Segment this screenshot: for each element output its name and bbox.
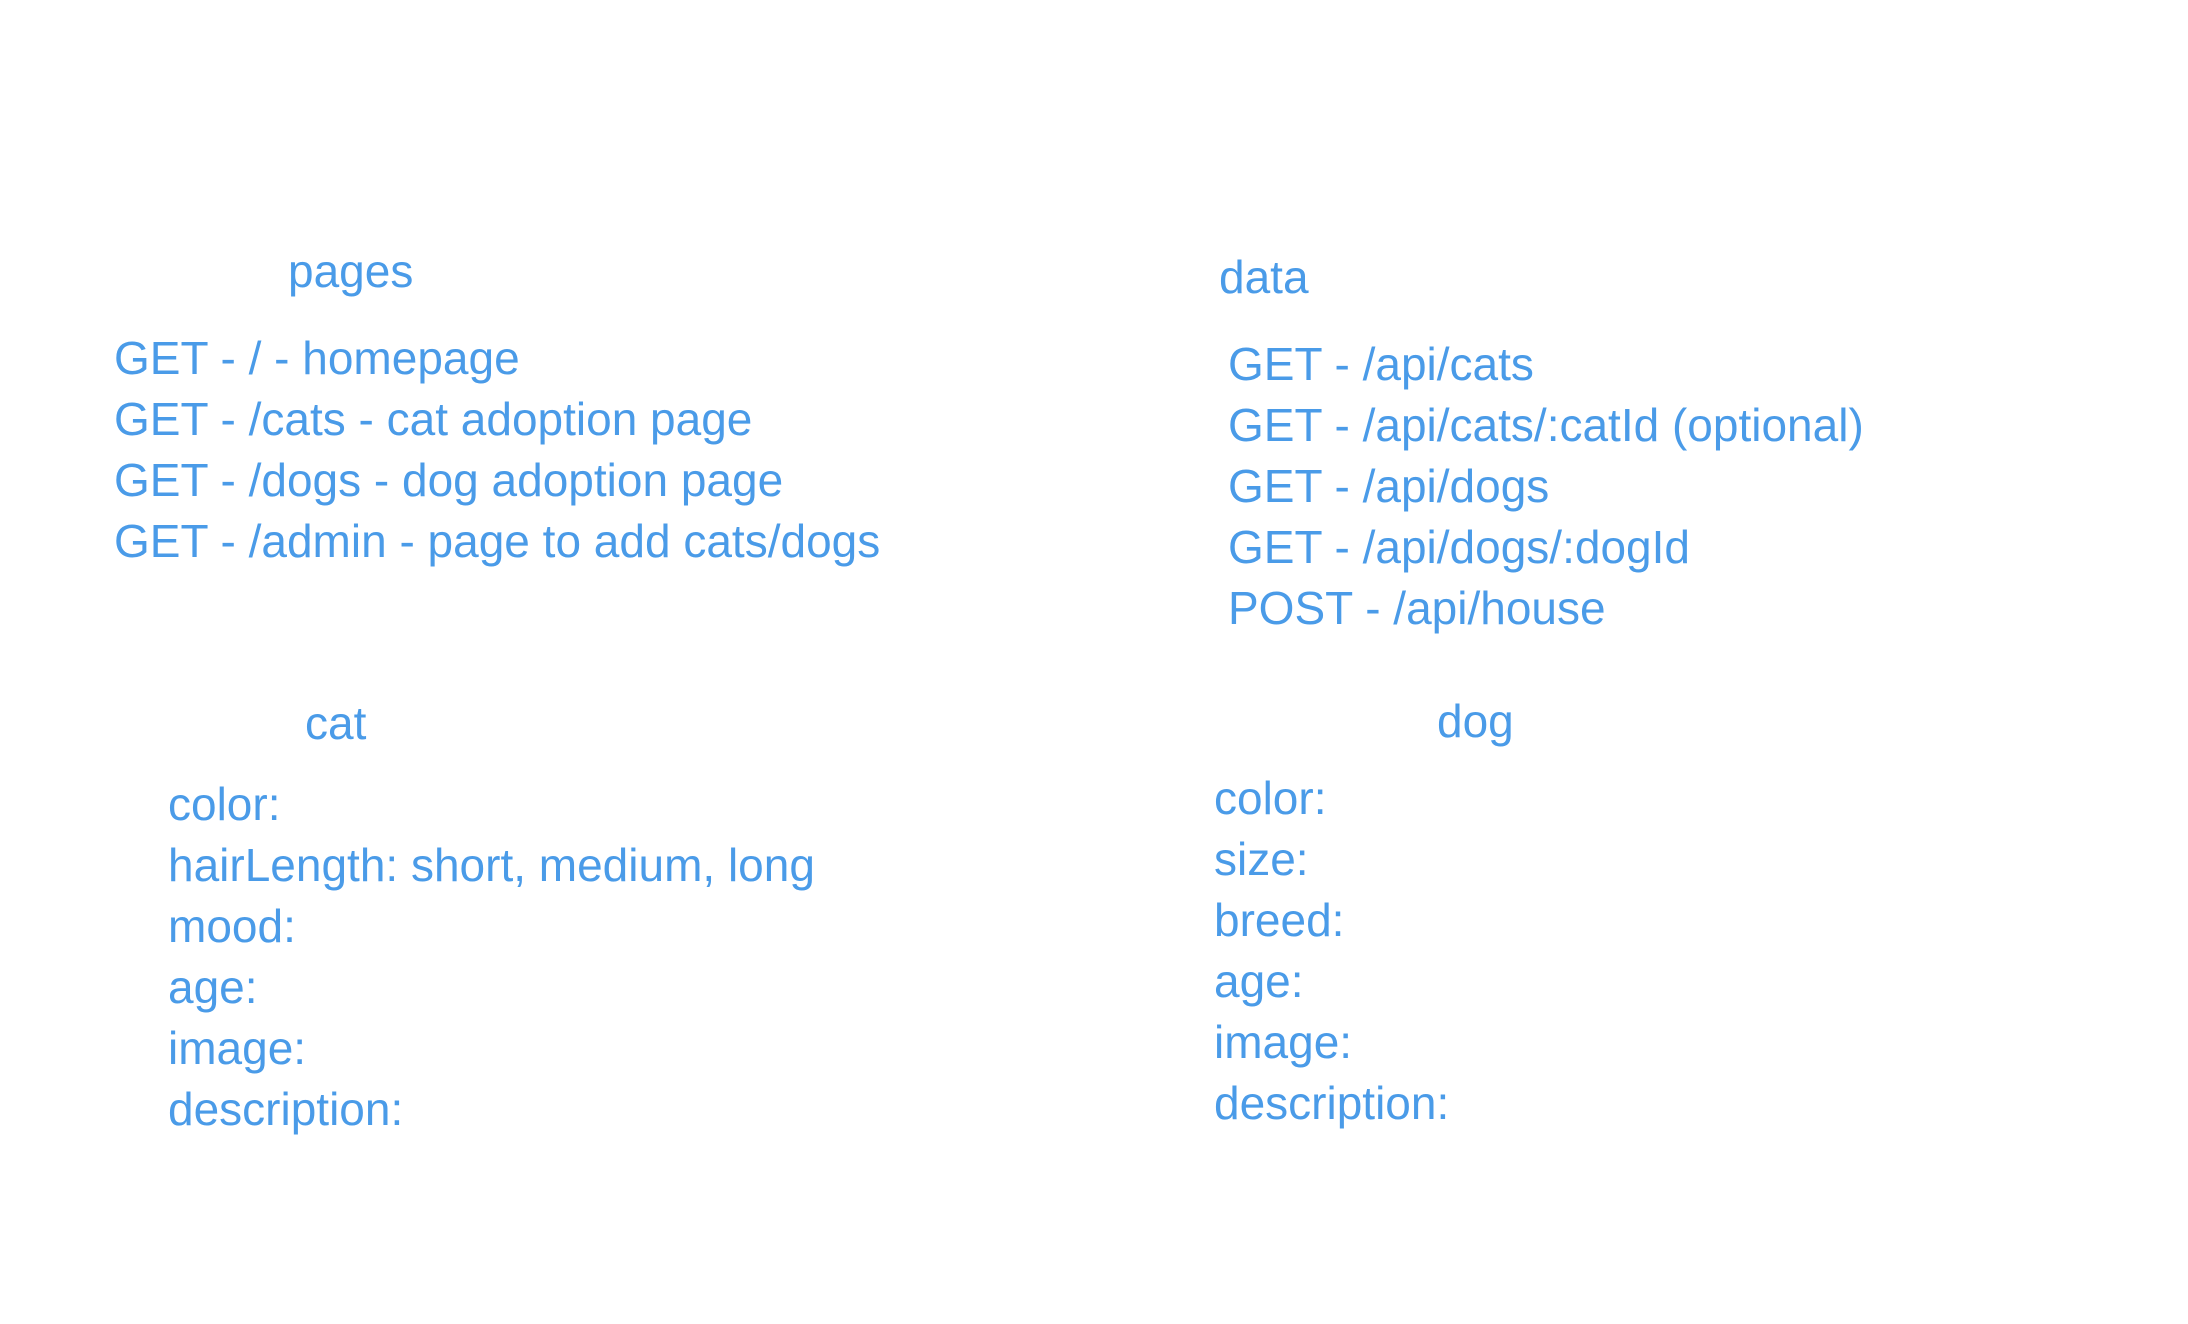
api-item-cats: GET - /api/cats [1228, 338, 1534, 390]
cat-heading: cat [305, 697, 367, 749]
api-item-dog-by-id: GET - /api/dogs/:dogId [1228, 521, 1690, 573]
pages-route-list: GET - / - homepage GET - /cats - cat ado… [114, 328, 880, 572]
cat-field-hairlength: hairLength: short, medium, long [168, 839, 815, 891]
pages-heading: pages [288, 245, 414, 297]
route-item-homepage: GET - / - homepage [114, 332, 520, 384]
data-heading: data [1219, 251, 1309, 303]
cat-field-age: age: [168, 961, 258, 1013]
cat-field-description: description: [168, 1083, 404, 1135]
dog-heading: dog [1437, 695, 1514, 747]
route-item-dogs: GET - /dogs - dog adoption page [114, 454, 784, 506]
api-item-dogs: GET - /api/dogs [1228, 460, 1550, 512]
dog-field-list: color: size: breed: age: image: descript… [1214, 768, 1449, 1134]
api-item-cat-by-id: GET - /api/cats/:catId (optional) [1228, 399, 1864, 451]
cat-field-list: color: hairLength: short, medium, long m… [168, 774, 815, 1140]
route-item-cats: GET - /cats - cat adoption page [114, 393, 753, 445]
dog-field-color: color: [1214, 772, 1327, 824]
dog-field-image: image: [1214, 1016, 1353, 1068]
cat-field-color: color: [168, 778, 281, 830]
cat-field-image: image: [168, 1022, 307, 1074]
dog-field-description: description: [1214, 1077, 1450, 1129]
cat-field-mood: mood: [168, 900, 296, 952]
dog-field-age: age: [1214, 955, 1304, 1007]
api-item-house: POST - /api/house [1228, 582, 1606, 634]
api-route-list: GET - /api/cats GET - /api/cats/:catId (… [1228, 334, 1864, 639]
dog-field-size: size: [1214, 833, 1309, 885]
dog-field-breed: breed: [1214, 894, 1345, 946]
route-item-admin: GET - /admin - page to add cats/dogs [114, 515, 881, 567]
